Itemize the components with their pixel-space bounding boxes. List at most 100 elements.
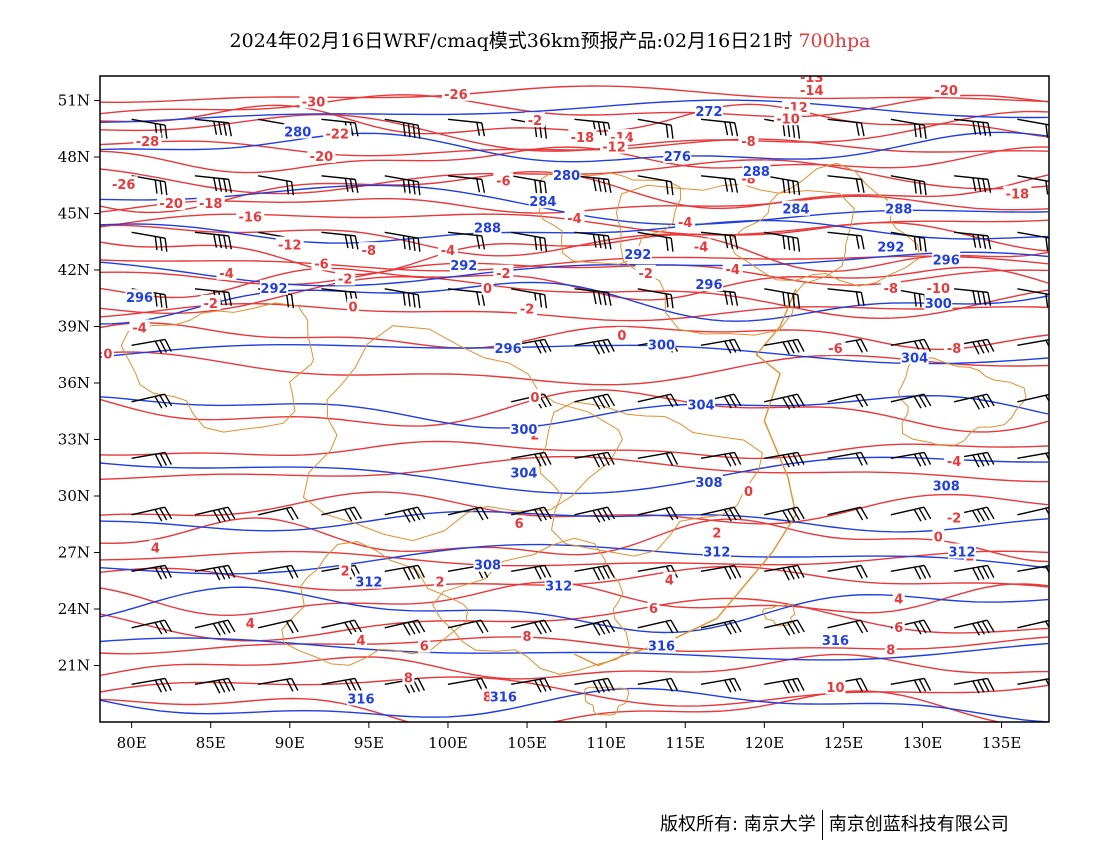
height-contour-label: 296 (494, 342, 521, 357)
border-line (302, 325, 623, 542)
temperature-contour-label-bg (944, 340, 965, 356)
height-contour-label-bg (528, 193, 557, 209)
temperature-contour-label: 8 (523, 630, 532, 645)
lat-tick-label: 48N (58, 148, 90, 166)
temperature-contour-label: -2 (496, 267, 510, 282)
wind-barb (637, 288, 674, 309)
wind-barb (954, 175, 992, 193)
temperature-contour-label-bg (825, 340, 846, 356)
wind-barb (258, 619, 299, 634)
height-contour-label: 272 (695, 105, 722, 120)
wind-barb (637, 506, 679, 521)
wind-barb (384, 118, 421, 139)
border-line (538, 401, 763, 557)
temperature-contour-label: 2 (712, 527, 721, 542)
height-contour-label: 276 (664, 150, 691, 165)
wind-barb (637, 118, 674, 139)
height-contour-label-bg (687, 396, 716, 412)
wind-barb (1017, 678, 1049, 687)
contour-line (100, 234, 1049, 276)
temperature-contour-label: -28 (136, 135, 160, 150)
wind-barb (700, 506, 742, 522)
wind-barb (194, 564, 236, 581)
lat-tick-label: 39N (58, 317, 90, 335)
wind-barb (764, 288, 801, 309)
wind-barb (511, 677, 552, 693)
height-contour-label-bg (489, 688, 518, 704)
temperature-contour-label-bg (797, 82, 826, 98)
wind-barb (1017, 339, 1049, 348)
lat-tick-label: 36N (58, 374, 90, 392)
wind-barb (827, 619, 869, 634)
temperature-contour-label-bg (1003, 185, 1032, 201)
temperature-contour-label-bg (691, 238, 712, 254)
lat-tick-label: 27N (58, 543, 90, 561)
temperature-contour-label-bg (418, 637, 431, 653)
temperature-contour-label: -2 (638, 267, 652, 282)
temperature-contour-label: -6 (496, 174, 510, 189)
lon-tick-label: 115E (665, 734, 705, 752)
height-contour-label-bg (924, 294, 953, 310)
temperature-contour-label-bg (236, 208, 265, 224)
wind-barb (258, 564, 299, 579)
temperature-contour-label: -8 (947, 342, 961, 357)
temperature-contour-label: -4 (725, 263, 739, 278)
wind-barb (827, 451, 868, 466)
contour-line (100, 690, 1004, 722)
wind-barb (574, 451, 615, 468)
temperature-contour-label: -2 (203, 297, 217, 312)
wind-barb (890, 393, 932, 409)
height-contour-label: 304 (901, 352, 928, 367)
wind-barb (194, 118, 233, 137)
footer: 版权所有: 南京大学 南京创蓝科技有限公司 (660, 810, 1009, 840)
temperature-contour-label: 10 (826, 681, 844, 696)
temperature-contour-label: -18 (1006, 188, 1030, 203)
contour-line (100, 586, 1049, 634)
temperature-contour-label: -12 (278, 239, 302, 254)
contour-line (100, 344, 1049, 365)
border-line (120, 302, 315, 433)
wind-barb (1017, 452, 1049, 461)
wind-barb (827, 506, 869, 521)
wind-barb (827, 175, 865, 193)
height-contour-label: 288 (743, 165, 770, 180)
temperature-contour-label: -4 (132, 321, 146, 336)
temperature-contour-label-bg (307, 147, 336, 163)
border-line (729, 162, 920, 287)
wind-barb (1017, 231, 1049, 251)
wind-barb (1017, 288, 1049, 308)
contour-line (100, 517, 1049, 563)
wind-barb (637, 393, 679, 408)
height-contour-label: 280 (553, 169, 580, 184)
temperature-contour-label-bg (710, 524, 723, 540)
wind-barb (890, 451, 932, 467)
contour-line (100, 110, 1049, 152)
temperature-contour-label-bg (944, 453, 965, 469)
temperature-contour-label-bg (774, 110, 803, 126)
temperature-contour-label: 2 (530, 429, 539, 444)
height-contour-label: 292 (450, 259, 477, 274)
height-contour-label: 308 (695, 476, 722, 491)
height-contour-label-bg (509, 464, 538, 480)
wind-barb (953, 619, 995, 636)
wind-barb (764, 451, 805, 468)
wind-barb (700, 231, 739, 250)
height-contour-label-bg (821, 632, 850, 648)
temperature-contour-label-bg (358, 242, 379, 258)
height-contour-label-bg (694, 276, 723, 292)
height-contour-label-bg (781, 200, 810, 216)
height-contour-label: 296 (695, 278, 722, 293)
temperature-contour-label: 0 (483, 282, 492, 297)
contour-line (100, 131, 1049, 163)
wind-barb (574, 619, 616, 636)
temperature-contour-label: -18 (571, 131, 595, 146)
height-contour-label: 316 (490, 691, 517, 706)
contour-line (100, 303, 1049, 322)
wind-barb (384, 175, 421, 196)
contour-line (100, 543, 1049, 575)
wind-barb (700, 451, 742, 467)
temperature-contour-label-bg (437, 242, 458, 258)
lon-tick-label: 120E (745, 734, 785, 752)
lat-tick-label: 51N (58, 91, 90, 109)
